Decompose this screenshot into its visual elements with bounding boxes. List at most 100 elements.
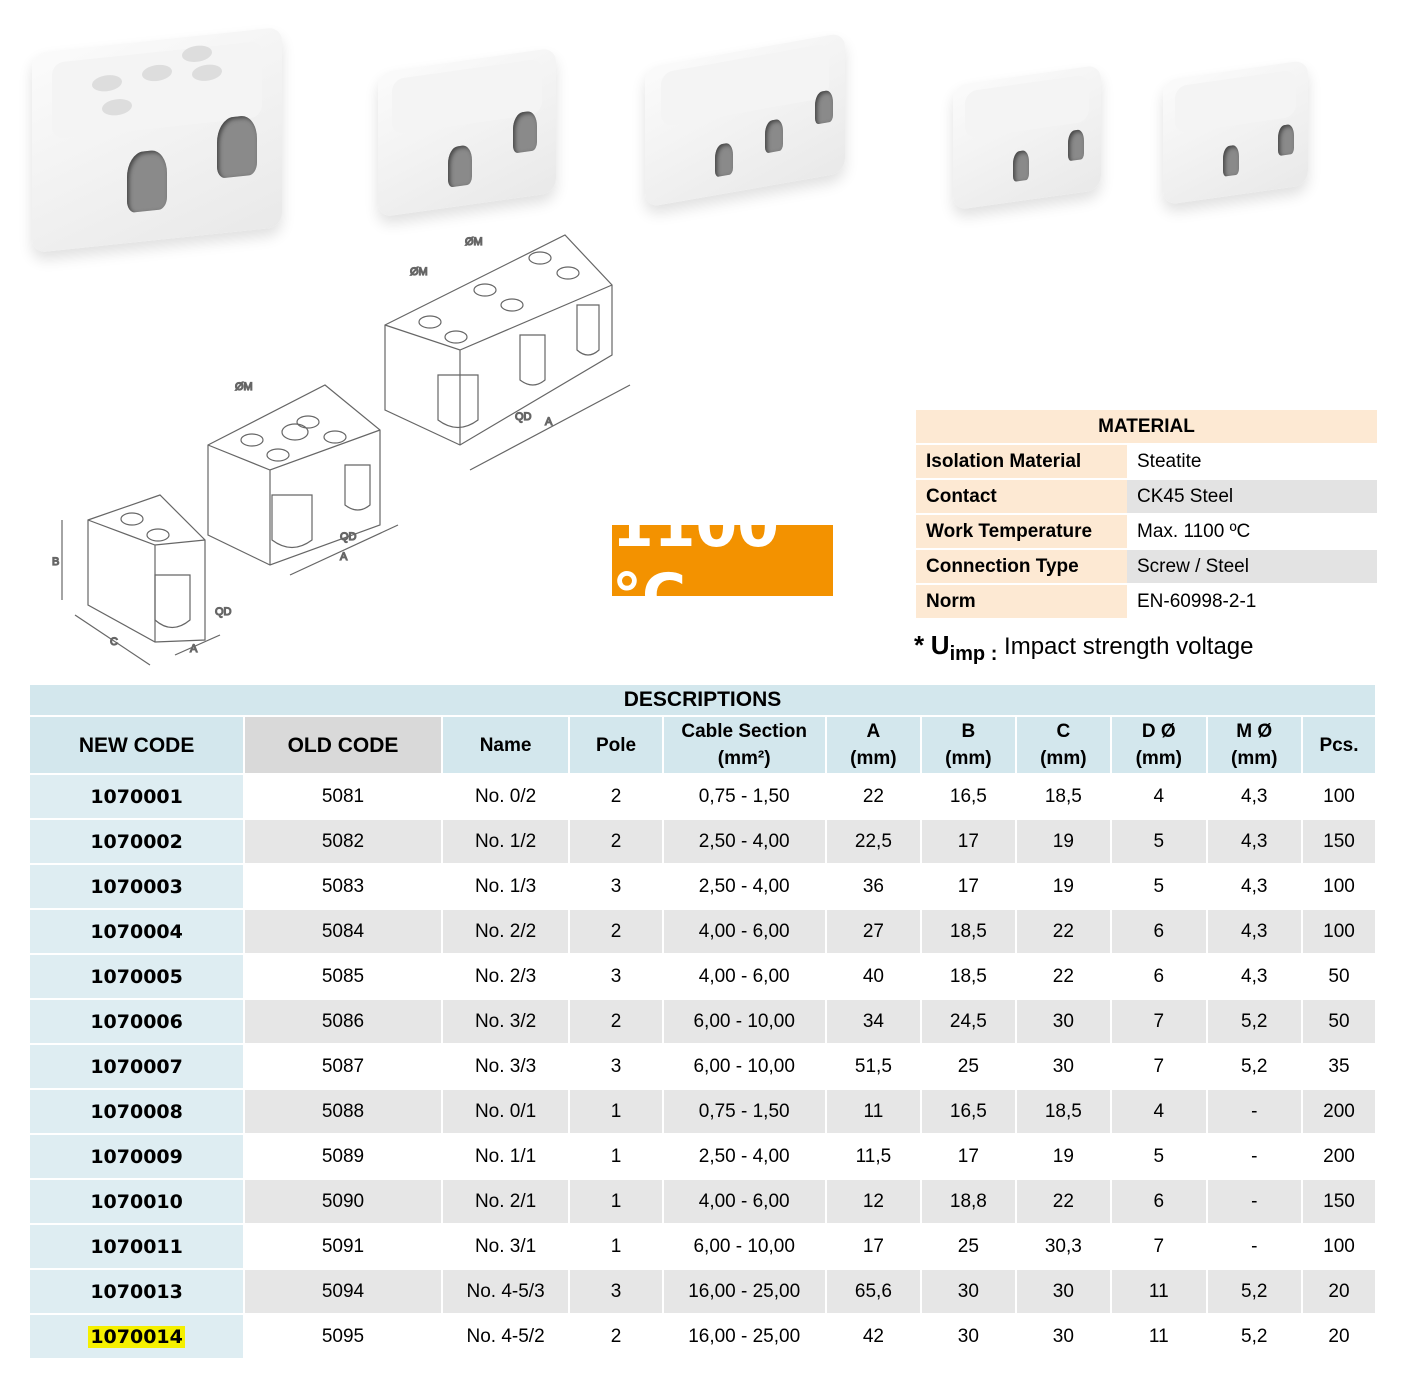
table-cell: 3 xyxy=(568,863,664,910)
cell-value: 100 xyxy=(1323,875,1355,897)
footnote: * Uimp : Impact strength voltage xyxy=(914,630,1254,666)
cell-value: 200 xyxy=(1323,1145,1355,1167)
table-cell: No. 1/2 xyxy=(440,818,571,865)
cell-value: No. 1/2 xyxy=(474,830,537,852)
cell-value: 50 xyxy=(1328,1010,1350,1032)
material-value: CK45 Steel xyxy=(1127,480,1377,513)
cell-value: 18,5 xyxy=(949,965,987,987)
table-row: 1070013 5094 No. 4-5/3 3 16,00 - 25,00 65,6 30… xyxy=(27,1268,1378,1315)
cell-value: 4,3 xyxy=(1241,875,1268,897)
table-cell: 7 xyxy=(1110,998,1208,1045)
cell-value: 3 xyxy=(610,965,622,987)
cell-value: 50 xyxy=(1328,965,1350,987)
cell-value: 35 xyxy=(1328,1055,1350,1077)
cell-value: 5087 xyxy=(321,1055,365,1077)
table-cell: No. 1/1 xyxy=(440,1133,571,1180)
table-cell: 30 xyxy=(920,1268,1017,1315)
cell-value: 11 xyxy=(863,1100,884,1122)
table-cell: 1070004 xyxy=(27,908,246,955)
cell-value: 150 xyxy=(1323,830,1355,852)
cell-value: 5,2 xyxy=(1241,1010,1268,1032)
table-cell: 4,3 xyxy=(1205,908,1303,955)
table-cell: 40 xyxy=(824,953,923,1000)
table-cell: 1 xyxy=(568,1088,664,1135)
table-cell: 5 xyxy=(1110,1133,1208,1180)
cell-value: 100 xyxy=(1323,1235,1355,1257)
table-cell: 4,00 - 6,00 xyxy=(661,953,827,1000)
table-cell: 5088 xyxy=(243,1088,443,1135)
cell-value: 16,00 - 25,00 xyxy=(688,1325,801,1347)
table-row: 1070008 5088 No. 0/1 1 0,75 - 1,50 11 16,5 18,5… xyxy=(27,1088,1378,1135)
table-cell: No. 3/1 xyxy=(440,1223,571,1270)
table-row: 1070004 5084 No. 2/2 2 4,00 - 6,00 27 18,5 22 6 4… xyxy=(27,908,1378,955)
table-cell: 5082 xyxy=(243,818,443,865)
cell-value: 19 xyxy=(1052,1145,1074,1167)
table-cell: 18,5 xyxy=(920,908,1017,955)
table-cell: 1070002 xyxy=(27,818,246,865)
drawing-3pole: ØM ØM QD A xyxy=(384,234,631,471)
table-cell: 18,5 xyxy=(1014,773,1113,820)
new-code: 1070001 xyxy=(90,785,183,808)
cell-value: 2 xyxy=(610,1010,622,1032)
cell-value: 4,3 xyxy=(1241,920,1268,942)
table-cell: No. 2/2 xyxy=(440,908,571,955)
cell-value: 100 xyxy=(1323,785,1355,807)
product-photo-3pole xyxy=(645,32,845,208)
table-cell: 22 xyxy=(824,773,923,820)
table-cell: 34 xyxy=(824,998,923,1045)
cell-value: No. 3/1 xyxy=(474,1235,537,1257)
cell-value: 5084 xyxy=(321,920,365,942)
cell-value: 22 xyxy=(1052,1190,1074,1212)
new-code: 1070009 xyxy=(90,1145,183,1168)
table-cell: 1070003 xyxy=(27,863,246,910)
cell-value: 30 xyxy=(957,1280,979,1302)
descriptions-table: DESCRIPTIONS NEW CODE OLD CODE Name Pole Cab… xyxy=(27,683,1378,1360)
column-header-unit: (mm²) xyxy=(717,748,771,769)
label-qd: QD xyxy=(340,531,357,543)
product-photo-small-2pole-a xyxy=(953,64,1101,211)
material-key: Work Temperature xyxy=(916,515,1127,548)
table-row: 1070001 5081 No. 0/2 2 0,75 - 1,50 22 16,5 18,5… xyxy=(27,773,1378,820)
cell-value: 2,50 - 4,00 xyxy=(698,875,790,897)
cell-value: No. 1/1 xyxy=(474,1145,537,1167)
cell-value: 30 xyxy=(1052,1325,1074,1347)
table-cell: 5081 xyxy=(243,773,443,820)
cell-value: 5094 xyxy=(321,1280,365,1302)
material-key: Contact xyxy=(916,480,1127,513)
column-header: Name xyxy=(440,715,571,775)
column-header: Pcs. xyxy=(1300,715,1378,775)
table-cell: - xyxy=(1205,1088,1303,1135)
table-cell: 17 xyxy=(920,863,1017,910)
table-cell: 50 xyxy=(1300,953,1378,1000)
table-row: 1070002 5082 No. 1/2 2 2,50 - 4,00 22,5 17 19 5 4… xyxy=(27,818,1378,865)
table-cell: 5094 xyxy=(243,1268,443,1315)
material-value: Steatite xyxy=(1137,450,1202,472)
table-cell: 5090 xyxy=(243,1178,443,1225)
table-row: 1070005 5085 No. 2/3 3 4,00 - 6,00 40 18,5 22 6 4… xyxy=(27,953,1378,1000)
cell-value: 4,3 xyxy=(1241,965,1268,987)
table-cell: 25 xyxy=(920,1223,1017,1270)
column-header: Cable Section (mm²) xyxy=(661,715,827,775)
table-cell: 5 xyxy=(1110,863,1208,910)
label-m: ØM xyxy=(465,236,483,248)
table-cell: No. 4-5/3 xyxy=(440,1268,571,1315)
column-header-label: A xyxy=(866,721,881,742)
cell-value: 36 xyxy=(862,875,884,897)
table-cell: 3 xyxy=(568,1043,664,1090)
table-cell: 30,3 xyxy=(1014,1223,1113,1270)
table-cell: 17 xyxy=(824,1223,923,1270)
cell-value: 17 xyxy=(862,1235,884,1257)
table-cell: 6 xyxy=(1110,908,1208,955)
column-header: NEW CODE xyxy=(27,715,246,775)
cell-value: 2 xyxy=(610,785,622,807)
table-cell: 6 xyxy=(1110,953,1208,1000)
cell-value: 5,2 xyxy=(1241,1280,1268,1302)
table-cell: 1 xyxy=(568,1133,664,1180)
cell-value: No. 2/3 xyxy=(474,965,537,987)
cell-value: 27 xyxy=(862,920,884,942)
column-header: A (mm) xyxy=(824,715,923,775)
table-cell: - xyxy=(1205,1178,1303,1225)
table-cell: 30 xyxy=(1014,998,1113,1045)
drawing-1pole: B C A QD xyxy=(51,494,232,666)
